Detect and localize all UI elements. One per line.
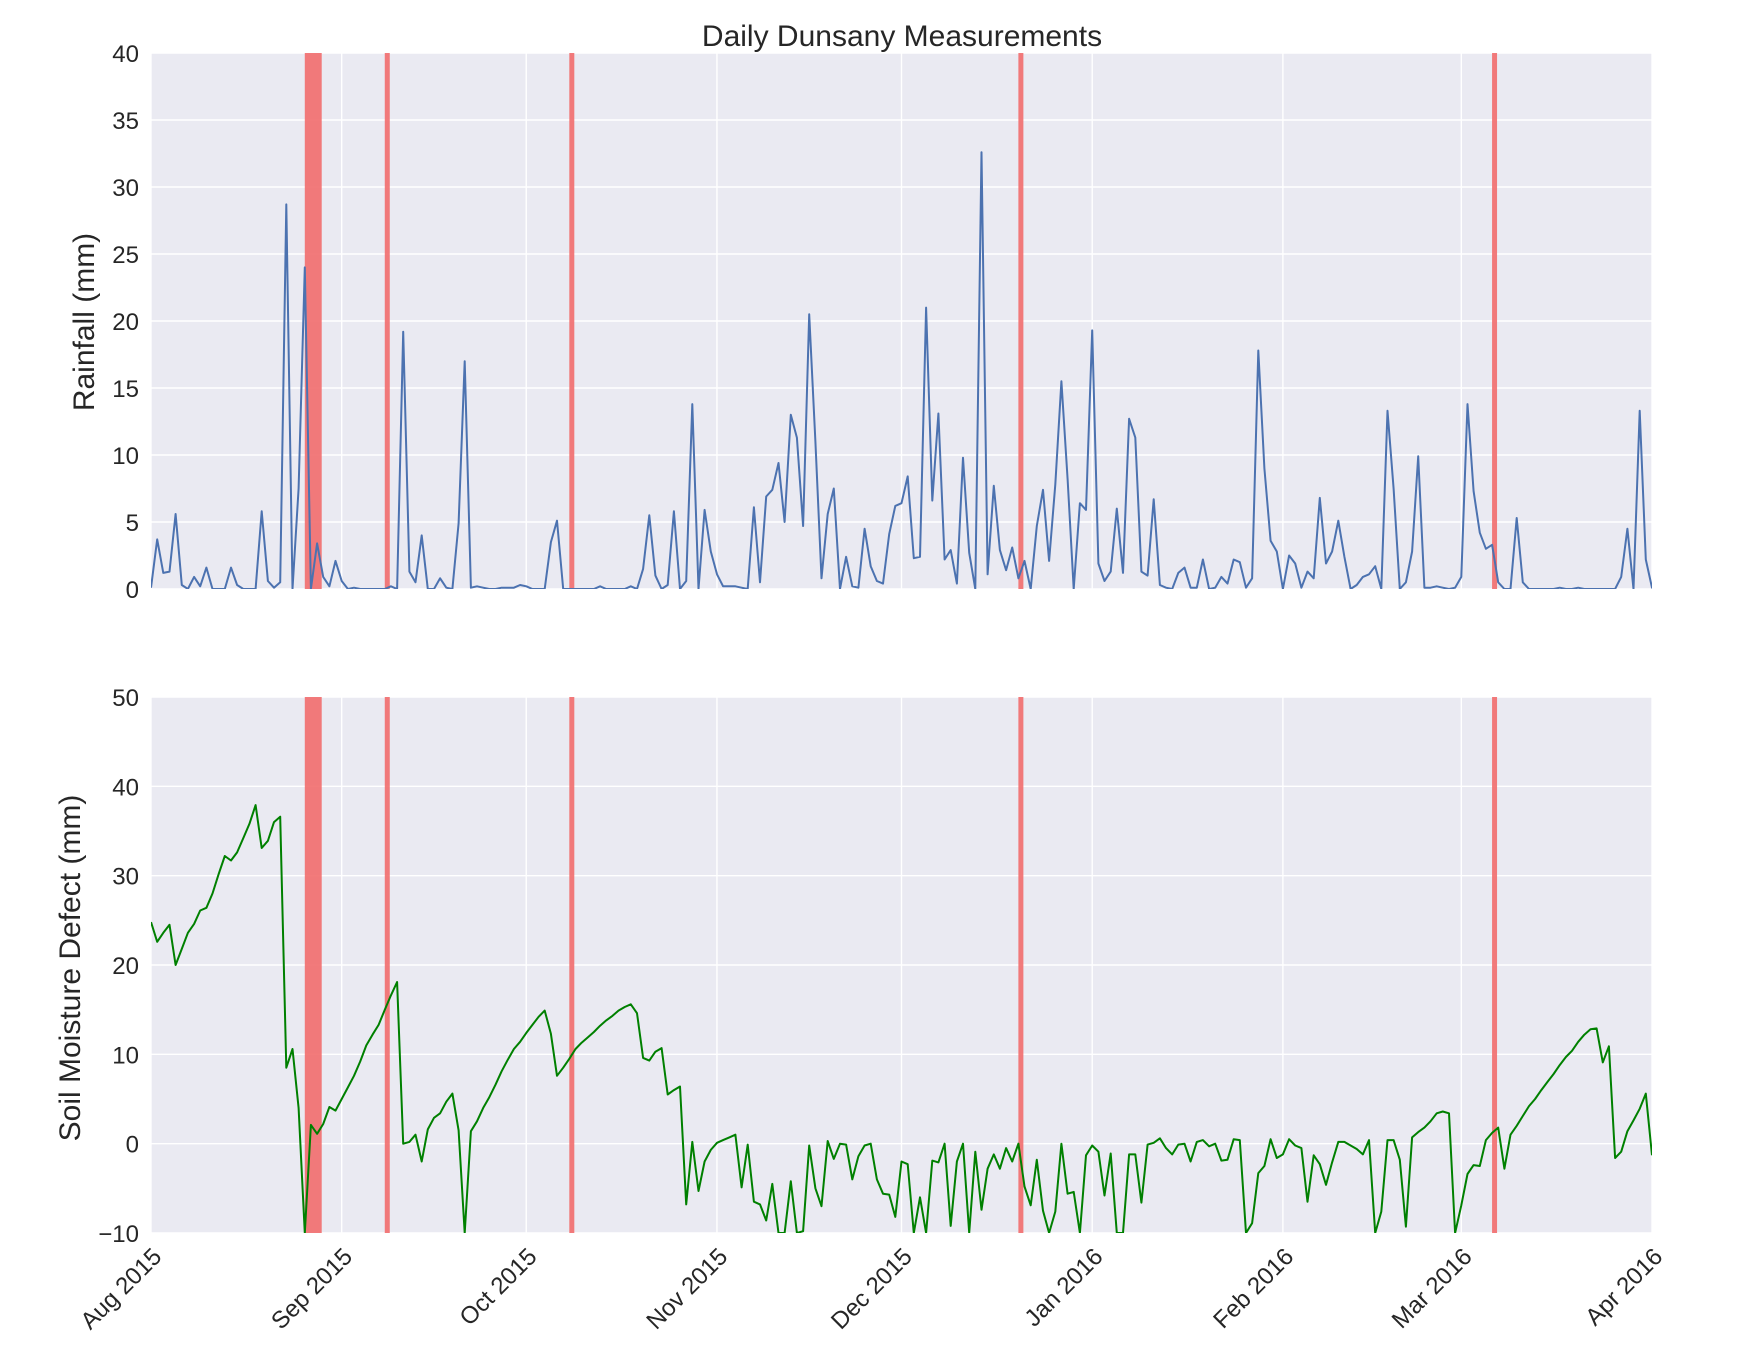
plots: 0 5 10 15 20 25 30 35 40 −10 0 10 20 30 40 50 Aug 2015 Se… — [75, 41, 1668, 1335]
x-tick-label: Jan 2016 — [1020, 1243, 1109, 1332]
smd-ytick-label: 0 — [126, 1132, 139, 1159]
rain-ylabel: Rainfall (mm) — [68, 233, 101, 411]
smd-series-line — [151, 804, 1652, 1233]
x-tick-label: Nov 2015 — [641, 1243, 733, 1335]
smd-highlight-band — [1492, 697, 1498, 1233]
smd-ytick-label: 10 — [112, 1042, 139, 1069]
smd-highlight-band — [1018, 697, 1024, 1233]
rain-ytick-label: 10 — [112, 443, 139, 470]
x-tick-label: Dec 2015 — [826, 1243, 918, 1335]
smd-ytick-label: 20 — [112, 953, 139, 980]
smd-ylabel: Soil Moisture Defect (mm) — [54, 795, 87, 1142]
rain-highlight-band — [569, 53, 575, 589]
x-tick-label: Mar 2016 — [1387, 1243, 1478, 1334]
smd-ytick-label: 50 — [112, 685, 139, 712]
rain-ytick-label: 35 — [112, 108, 139, 135]
x-axis-labels: Aug 2015 Sep 2015 Oct 2015 Nov 2015 Dec 2015… — [75, 1243, 1668, 1335]
rain-highlight-band — [384, 53, 390, 589]
smd-highlight-band — [384, 697, 390, 1233]
rain-ytick-label: 40 — [112, 41, 139, 68]
rain-highlight-band — [1018, 53, 1024, 589]
rain-ytick-label: 20 — [112, 309, 139, 336]
rain-ytick-label: 5 — [126, 510, 139, 537]
smd-panel: −10 0 10 20 30 40 50 — [98, 685, 1653, 1248]
smd-ytick-label: 40 — [112, 774, 139, 801]
rain-panel: 0 5 10 15 20 25 30 35 40 — [112, 41, 1653, 604]
smd-ytick-label: −10 — [98, 1221, 139, 1248]
rain-highlight-band — [304, 53, 322, 589]
chart-title: Daily Dunsany Measurements — [702, 20, 1102, 53]
rain-series-line — [151, 151, 1652, 589]
x-tick-label: Sep 2015 — [266, 1243, 358, 1335]
x-tick-label: Apr 2016 — [1580, 1243, 1668, 1331]
x-tick-label: Aug 2015 — [75, 1243, 167, 1335]
rain-ytick-label: 0 — [126, 577, 139, 604]
rain-highlight-band — [1492, 53, 1498, 589]
smd-highlight-band — [569, 697, 575, 1233]
rain-ytick-label: 15 — [112, 376, 139, 403]
smd-ytick-label: 30 — [112, 864, 139, 891]
rain-ytick-label: 25 — [112, 242, 139, 269]
x-tick-label: Oct 2015 — [455, 1243, 543, 1331]
smd-highlight-band — [304, 697, 322, 1233]
rain-ytick-label: 30 — [112, 175, 139, 202]
x-tick-label: Feb 2016 — [1208, 1243, 1299, 1334]
